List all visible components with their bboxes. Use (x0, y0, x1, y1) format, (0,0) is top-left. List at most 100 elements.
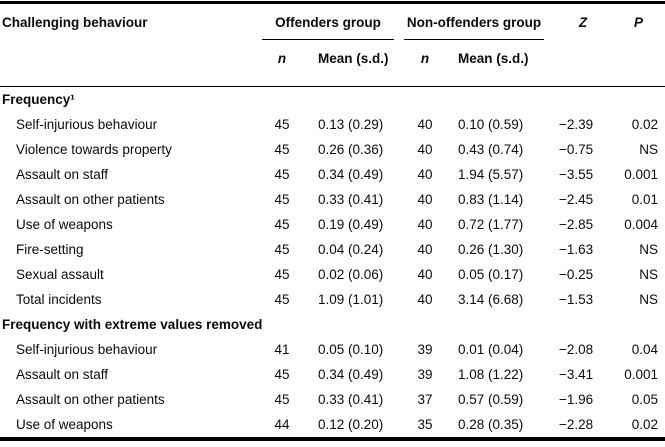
row-label: Violence towards property (16, 141, 172, 157)
p-value: NS (639, 266, 659, 282)
p-value: NS (639, 241, 659, 257)
non-offenders-mean-sd: 3.14 (6.68) (458, 291, 524, 307)
offenders-n: 45 (274, 116, 290, 132)
z-value: −0.75 (559, 141, 594, 157)
offenders-n: 45 (274, 191, 290, 207)
column-header-mean-sd-non-offenders: Mean (s.d.) (458, 51, 529, 66)
header-row-sub: n Mean (s.d.) n Mean (s.d.) (0, 43, 665, 87)
non-offenders-mean-sd: 0.43 (0.74) (458, 141, 524, 157)
non-offenders-n: 40 (417, 116, 433, 132)
row-label: Fire-setting (16, 241, 84, 257)
non-offenders-n: 40 (417, 166, 433, 182)
column-header-p: P (634, 15, 644, 30)
z-value: −1.63 (559, 241, 594, 257)
non-offenders-n: 40 (417, 191, 433, 207)
z-value: −2.45 (559, 191, 594, 207)
table-row: Assault on other patients 45 0.33 (0.41) 40… (0, 187, 665, 212)
row-label: Use of weapons (16, 416, 113, 432)
offenders-mean-sd: 0.02 (0.06) (318, 266, 384, 282)
non-offenders-mean-sd: 0.72 (1.77) (458, 216, 524, 232)
p-value: 0.01 (631, 191, 659, 207)
column-header-offenders-group: Offenders group (262, 3, 404, 44)
non-offenders-n: 40 (417, 241, 433, 257)
header-row-groups: Challenging behaviour Offenders group No… (0, 3, 665, 44)
non-offenders-mean-sd: 1.08 (1.22) (458, 366, 524, 382)
non-offenders-mean-sd: 0.05 (0.17) (458, 266, 524, 282)
offenders-n: 45 (274, 241, 290, 257)
offenders-mean-sd: 0.04 (0.24) (318, 241, 384, 257)
non-offenders-mean-sd: 0.28 (0.35) (458, 416, 524, 432)
non-offenders-n: 39 (417, 341, 433, 357)
table-row: Assault on staff 45 0.34 (0.49) 40 1.94 (5.5… (0, 162, 665, 187)
offenders-mean-sd: 0.12 (0.20) (318, 416, 384, 432)
z-value: −2.39 (559, 116, 594, 132)
non-offenders-n: 40 (417, 216, 433, 232)
non-offenders-n: 40 (417, 141, 433, 157)
column-header-mean-sd-offenders: Mean (s.d.) (318, 51, 389, 66)
offenders-mean-sd: 0.34 (0.49) (318, 166, 384, 182)
table-header: Challenging behaviour Offenders group No… (0, 3, 665, 87)
offenders-mean-sd: 0.33 (0.41) (318, 191, 384, 207)
table-row: Violence towards property 45 0.26 (0.36) 40… (0, 137, 665, 162)
non-offenders-n: 37 (417, 391, 433, 407)
offenders-group-label: Offenders group (275, 15, 381, 30)
p-value: 0.001 (624, 366, 659, 382)
section-row: Frequency with extreme values removed (0, 312, 665, 337)
non-offenders-mean-sd: 0.83 (1.14) (458, 191, 524, 207)
table-row: Use of weapons 45 0.19 (0.49) 40 0.72 (1.77)… (0, 212, 665, 237)
offenders-n: 45 (274, 216, 290, 232)
offenders-n: 45 (274, 266, 290, 282)
section-title: Frequency with extreme values removed (2, 316, 263, 332)
non-offenders-mean-sd: 0.10 (0.59) (458, 116, 524, 132)
non-offenders-mean-sd: 1.94 (5.57) (458, 166, 524, 182)
offenders-n: 45 (274, 166, 290, 182)
table-row: Use of weapons 44 0.12 (0.20) 35 0.28 (0.35)… (0, 412, 665, 439)
table-row: Self-injurious behaviour 41 0.05 (0.10) 39 0… (0, 337, 665, 362)
table-row: Sexual assault 45 0.02 (0.06) 40 0.05 (0.17)… (0, 262, 665, 287)
p-value: 0.001 (624, 166, 659, 182)
table-row: Fire-setting 45 0.04 (0.24) 40 0.26 (1.30) −1… (0, 237, 665, 262)
row-label: Assault on other patients (16, 391, 165, 407)
offenders-n: 45 (274, 141, 290, 157)
table-body: Frequency¹ Self-injurious behaviour 45 0.13… (0, 87, 665, 440)
p-value: 0.02 (631, 116, 659, 132)
non-offenders-group-underline (404, 38, 545, 40)
offenders-mean-sd: 1.09 (1.01) (318, 291, 384, 307)
section-row: Frequency¹ (0, 87, 665, 113)
non-offenders-n: 39 (417, 366, 433, 382)
row-label: Use of weapons (16, 216, 113, 232)
z-value: −1.53 (559, 291, 594, 307)
p-value: 0.02 (631, 416, 659, 432)
p-value: NS (639, 141, 659, 157)
column-header-z: Z (578, 15, 588, 30)
p-value: 0.05 (631, 391, 659, 407)
z-value: −1.96 (559, 391, 594, 407)
z-value: −3.41 (559, 366, 594, 382)
table-row: Assault on staff 45 0.34 (0.49) 39 1.08 (1.2… (0, 362, 665, 387)
non-offenders-n: 35 (417, 416, 433, 432)
non-offenders-mean-sd: 0.26 (1.30) (458, 241, 524, 257)
non-offenders-mean-sd: 0.57 (0.59) (458, 391, 524, 407)
non-offenders-group-label: Non-offenders group (406, 15, 542, 30)
row-label: Assault on staff (16, 366, 109, 382)
offenders-mean-sd: 0.05 (0.10) (318, 341, 384, 357)
z-value: −0.25 (559, 266, 594, 282)
offenders-group-header-inner: Offenders group (262, 15, 395, 40)
column-header-n-offenders: n (277, 51, 287, 66)
table-row: Assault on other patients 45 0.33 (0.41) 37… (0, 387, 665, 412)
offenders-mean-sd: 0.34 (0.49) (318, 366, 384, 382)
row-label: Assault on staff (16, 166, 109, 182)
row-label: Self-injurious behaviour (16, 116, 158, 132)
offenders-mean-sd: 0.26 (0.36) (318, 141, 384, 157)
non-offenders-mean-sd: 0.01 (0.04) (458, 341, 524, 357)
p-value: 0.004 (624, 216, 659, 232)
column-header-n-non-offenders: n (420, 51, 430, 66)
column-header-non-offenders-group: Non-offenders group (404, 3, 554, 44)
offenders-n: 41 (274, 341, 290, 357)
offenders-mean-sd: 0.13 (0.29) (318, 116, 384, 132)
z-value: −2.08 (559, 341, 594, 357)
p-value: 0.04 (631, 341, 659, 357)
row-label: Assault on other patients (16, 191, 165, 207)
section-title: Frequency¹ (2, 91, 75, 107)
